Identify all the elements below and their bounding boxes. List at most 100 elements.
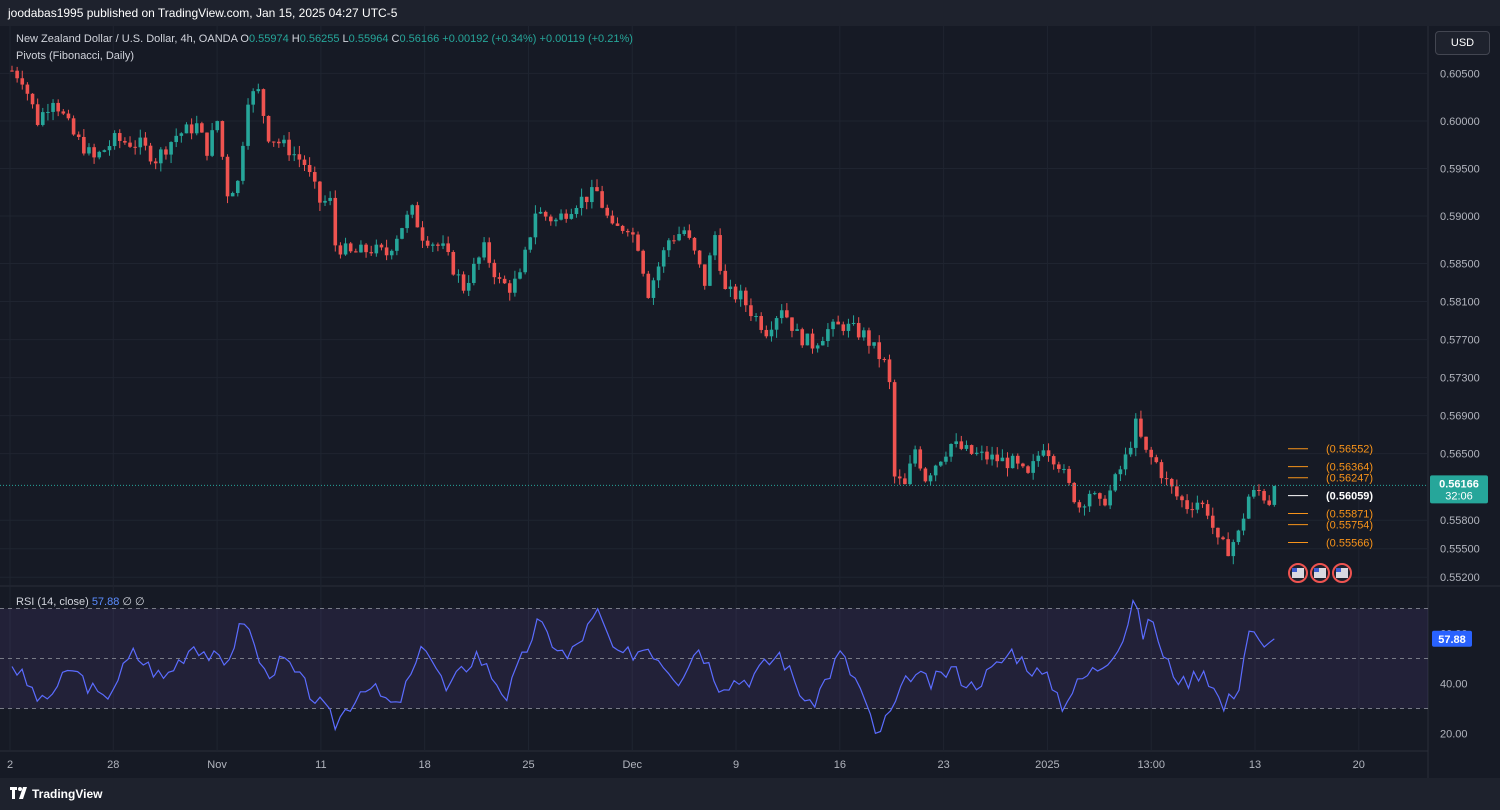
candle-body [887,359,892,383]
candle-body [1246,496,1251,519]
candle-body [949,443,953,457]
price-axis-label: 0.55200 [1440,572,1480,584]
candle-body [87,147,91,154]
candle-body [30,93,35,105]
candle-body [851,322,856,324]
candle-body [364,244,368,253]
symbol-name[interactable]: New Zealand Dollar / U.S. Dollar, 4h, OA… [16,33,238,45]
candle-body [266,115,271,142]
candle-body [1164,478,1169,480]
candle-body [897,476,902,479]
price-axis-label: 0.58500 [1440,259,1480,271]
candle-body [328,197,332,201]
candle-body [1005,457,1010,469]
candle-body [1272,485,1277,505]
candle-body [554,219,558,222]
candle-body [882,359,887,361]
candle-body [415,205,420,228]
candle-body [790,317,794,331]
candle-body [841,324,846,331]
chart-canvas[interactable]: 2 28 Nov 11 18 25 Dec 9 16 23 2025 13:00 13 20 0.60500… [0,26,1500,778]
price-axis-label: 0.60500 [1440,68,1480,80]
candle-body [656,266,661,281]
event-flag-body [1292,568,1304,578]
countdown-timer: 32:06 [1445,490,1473,502]
candle-body [779,310,784,319]
candle-body [980,451,984,453]
candle-body [10,70,14,72]
event-flag-body [1314,568,1326,578]
rsi-extra: ∅ ∅ [122,596,145,608]
time-axis-label: 2025 [1035,759,1059,771]
candle-body [441,243,445,246]
candle-body [543,211,548,217]
indicator-legend[interactable]: Pivots (Fibonacci, Daily) [16,50,134,62]
candle-body [938,461,943,466]
candle-body [256,89,261,92]
price-axis-label: 0.59500 [1440,163,1480,175]
candle-body [1098,493,1102,499]
candle-body [995,454,1000,462]
rsi-line [11,598,1275,735]
candle-body [405,214,409,229]
high-label: H [291,33,300,45]
candle-body [246,104,250,146]
candle-body [51,102,55,112]
candle-body [71,118,76,135]
candle-body [35,104,40,125]
candle-body [507,283,512,293]
candle-body [1057,464,1061,469]
candle-body [697,250,702,265]
candle-body [1216,527,1220,538]
price-axis-label: 0.57700 [1440,335,1480,347]
open-label: O [240,33,249,45]
candle-body [631,232,635,235]
candle-body [25,84,30,94]
candle-body [200,123,204,133]
time-axis-label: 13:00 [1137,759,1165,771]
candle-body [692,237,697,251]
candle-body [282,139,286,144]
rsi-legend[interactable]: RSI (14, close) 57.88 ∅ ∅ [16,595,145,608]
candle-body [97,151,102,158]
candle-body [1185,500,1189,510]
candle-body [338,245,343,255]
candle-body [579,196,584,209]
candle-body [1051,456,1056,465]
time-axis-label: 18 [419,759,431,771]
pivot-label: (0.56059) [1326,491,1373,503]
candle-body [877,342,882,360]
candle-body [785,310,789,318]
candle-body [472,263,476,283]
candle-body [354,251,358,253]
event-flag-icon [1332,563,1352,583]
tradingview-logo-icon [10,787,27,799]
candle-body [564,213,568,219]
candle-body [595,187,599,192]
candle-body [1149,449,1153,458]
candle-body [810,333,815,349]
candle-body [672,240,676,242]
candle-body [1046,450,1051,457]
candle-body [923,468,928,482]
publisher-text: joodabas1995 published on TradingView.co… [8,6,398,20]
candle-body [420,227,425,241]
rsi-value: 57.88 [91,596,120,608]
candle-body [862,330,866,338]
candle-body [1195,502,1200,510]
candle-body [1267,500,1272,505]
candle-body [482,242,486,258]
candle-body [143,137,148,146]
candle-body [107,146,112,151]
currency-button[interactable]: USD [1435,31,1490,55]
event-flag-canton [1314,568,1319,572]
candle-body [1210,515,1215,528]
candle-body [749,305,753,317]
candle-body [713,235,717,256]
candle-body [815,345,820,349]
candle-body [446,243,450,252]
candle-body [1231,542,1236,557]
candle-body [892,382,897,477]
price-axis-label: 0.58100 [1440,297,1480,309]
candle-body [1031,461,1035,473]
